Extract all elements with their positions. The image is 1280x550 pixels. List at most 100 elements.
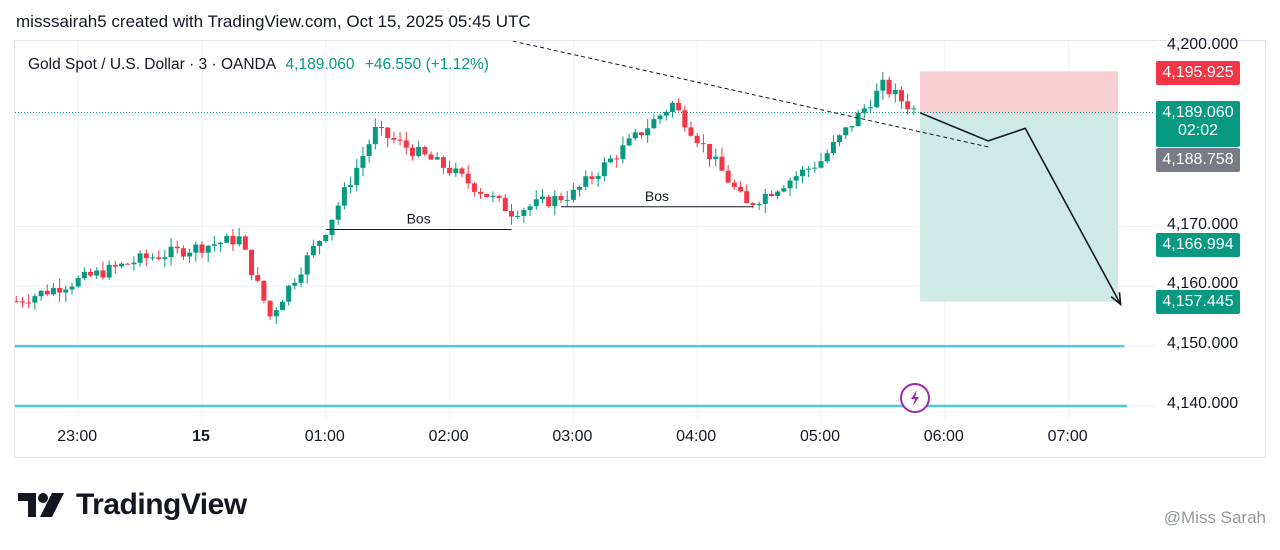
candle-body: [174, 246, 180, 249]
candle-body: [156, 257, 162, 259]
candle-body: [434, 157, 440, 160]
price-change: +46.550 (+1.12%): [364, 56, 489, 73]
candle-body: [335, 205, 341, 220]
candle-body: [824, 153, 830, 162]
candle-body: [818, 161, 824, 168]
candle-body: [880, 79, 886, 91]
last-price: 4,189.060: [285, 56, 355, 73]
candle-body: [713, 156, 719, 160]
candle-body: [298, 274, 304, 283]
candle-body: [323, 234, 329, 241]
candle-body: [50, 287, 56, 295]
chart-pane[interactable]: Bos Bos: [14, 40, 1266, 458]
candle-body: [211, 244, 217, 246]
last-price-value: 4,189.060: [1162, 104, 1234, 121]
price-chart[interactable]: Bos Bos: [15, 41, 1267, 459]
trendline: [510, 41, 989, 148]
candle-body: [422, 146, 428, 155]
candle-body: [669, 102, 675, 112]
chart-attribution: misssairah5 created with TradingView.com…: [16, 12, 531, 31]
candle-body: [168, 246, 174, 258]
candle-body: [409, 147, 415, 157]
price-axis-label: 4,200.000: [1167, 36, 1239, 53]
candle-body: [428, 154, 434, 160]
candle-body: [719, 156, 725, 171]
time-axis-label: 03:00: [552, 428, 593, 445]
candle-body: [799, 169, 805, 177]
candle-body: [855, 112, 861, 127]
candle-body: [180, 248, 186, 257]
candle-body: [348, 185, 354, 188]
candle-body: [465, 173, 471, 184]
time-axis-label: 04:00: [676, 428, 717, 445]
candle-body: [589, 176, 595, 179]
candle-body: [125, 263, 131, 265]
entry-price-tag: 4,188.758: [1156, 148, 1240, 172]
candle-body: [570, 189, 576, 200]
candle-body: [242, 236, 248, 250]
candle-body: [762, 193, 768, 204]
candle-body: [539, 196, 545, 200]
bos-label: Bos: [407, 210, 431, 226]
candle-body: [32, 296, 38, 303]
candle-body: [682, 110, 688, 128]
candle-body: [793, 176, 799, 181]
candle-body: [131, 262, 137, 265]
symbol-name[interactable]: Gold Spot / U.S. Dollar · 3 · OANDA: [28, 56, 276, 73]
author-watermark: @Miss Sarah: [1163, 508, 1266, 527]
price-axis-label: 4,170.000: [1167, 215, 1239, 233]
candle-body: [806, 168, 812, 170]
candle-body: [645, 128, 651, 136]
candle-body: [236, 236, 242, 245]
candle-body: [700, 143, 706, 145]
stop-price-tag: 4,195.925: [1156, 61, 1240, 85]
tradingview-logo: TradingView: [18, 488, 247, 522]
candle-body: [143, 253, 149, 259]
candle-body: [341, 187, 347, 206]
candle-body: [385, 127, 391, 139]
candle-body: [149, 257, 155, 259]
candle-body: [496, 195, 502, 198]
time-axis-label: 01:00: [304, 428, 345, 445]
candle-body: [230, 235, 236, 245]
candle-body: [638, 132, 644, 136]
candle-body: [75, 278, 81, 287]
candle-body: [471, 183, 477, 192]
candles: [15, 72, 917, 324]
candle-body: [614, 158, 620, 160]
candle-body: [843, 127, 849, 136]
last-price-tag: 4,189.060 02:02: [1156, 101, 1240, 147]
candle-body: [527, 206, 533, 210]
candle-body: [286, 285, 292, 302]
candle-body: [397, 139, 403, 141]
candle-body: [317, 240, 323, 246]
candle-body: [521, 209, 527, 216]
position-zones: [920, 71, 1119, 302]
candle-body: [837, 135, 843, 143]
candle-body: [279, 301, 285, 311]
candle-body: [731, 182, 737, 187]
drawings: Bos Bos: [325, 41, 1122, 413]
candle-body: [218, 242, 224, 245]
candle-body: [193, 244, 199, 253]
candle-body: [558, 196, 564, 201]
candle-body: [632, 132, 638, 139]
candle-body: [292, 282, 298, 286]
candle-body: [44, 290, 50, 295]
candle-body: [490, 195, 496, 198]
candle-body: [898, 90, 904, 102]
symbol-legend[interactable]: Gold Spot / U.S. Dollar · 3 · OANDA 4,18…: [28, 56, 489, 74]
candle-body: [911, 108, 917, 110]
candle-body: [787, 180, 793, 189]
candle-body: [595, 176, 601, 179]
candle-body: [663, 111, 669, 116]
candle-body: [905, 101, 911, 110]
candle-body: [775, 191, 781, 197]
candle-body: [868, 107, 874, 109]
candle-body: [119, 263, 125, 267]
candle-body: [738, 186, 744, 192]
candle-body: [162, 257, 168, 259]
candle-body: [601, 162, 607, 177]
candle-body: [267, 300, 273, 317]
candle-body: [261, 280, 267, 301]
